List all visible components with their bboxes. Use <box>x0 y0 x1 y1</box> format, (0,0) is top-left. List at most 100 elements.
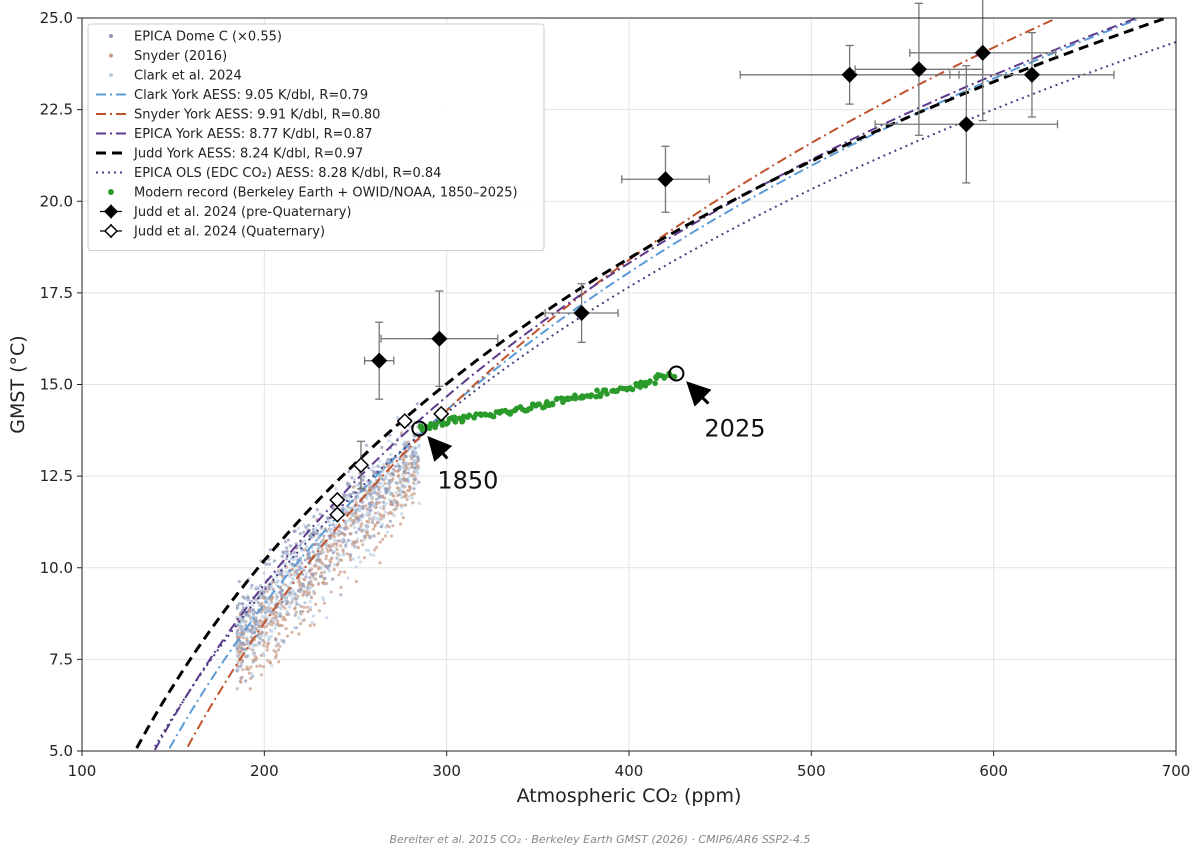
paleo-point <box>335 548 339 552</box>
paleo-point <box>373 491 377 495</box>
paleo-point <box>391 467 395 471</box>
paleo-point <box>252 628 256 632</box>
paleo-point <box>359 560 363 564</box>
paleo-point <box>384 477 388 481</box>
paleo-point <box>411 446 415 450</box>
modern-point <box>473 411 480 417</box>
paleo-point <box>241 602 245 606</box>
paleo-point <box>413 478 417 482</box>
paleo-point <box>364 513 368 517</box>
paleo-point <box>326 520 330 524</box>
paleo-point <box>344 496 348 500</box>
modern-point <box>604 391 610 397</box>
paleo-point <box>308 605 312 609</box>
paleo-scatter-cloud <box>235 402 421 691</box>
paleo-point <box>277 648 281 652</box>
paleo-point <box>241 668 245 672</box>
paleo-point <box>377 488 381 492</box>
paleo-point <box>304 575 308 579</box>
paleo-point <box>286 538 291 542</box>
paleo-point <box>295 568 299 573</box>
paleo-point <box>373 523 377 527</box>
paleo-point <box>261 593 265 598</box>
paleo-point <box>311 583 315 588</box>
paleo-point <box>378 490 382 495</box>
paleo-point <box>416 455 420 459</box>
paleo-point <box>355 540 359 544</box>
modern-record-series <box>411 365 685 437</box>
paleo-point <box>368 517 372 521</box>
paleo-point <box>356 545 360 550</box>
legend-label: Judd et al. 2024 (Quaternary) <box>133 225 325 240</box>
paleo-point <box>339 593 343 597</box>
paleo-point <box>246 641 250 645</box>
paleo-point <box>280 600 284 604</box>
paleo-point <box>236 668 240 672</box>
paleo-point <box>360 522 364 526</box>
paleo-point <box>284 627 288 631</box>
x-tick-label: 500 <box>797 762 826 780</box>
paleo-point <box>339 558 344 562</box>
legend-label: Clark York AESS: 9.05 K/dbl, R=0.79 <box>134 88 368 103</box>
paleo-point <box>289 552 293 556</box>
judd-preq-marker <box>910 61 927 78</box>
paleo-point <box>402 466 406 470</box>
y-axis-label: GMST (°C) <box>7 335 29 433</box>
paleo-point <box>367 534 371 538</box>
paleo-point <box>249 599 254 603</box>
paleo-point <box>250 675 255 679</box>
paleo-point <box>347 470 351 474</box>
annotation-2025: 2025 <box>704 415 765 443</box>
paleo-point <box>352 540 356 544</box>
paleo-point <box>289 544 293 548</box>
paleo-point <box>255 619 259 623</box>
paleo-point <box>314 571 318 575</box>
paleo-point <box>417 445 421 449</box>
paleo-point <box>378 459 382 463</box>
paleo-point <box>407 495 411 499</box>
paleo-point <box>277 660 281 664</box>
paleo-point <box>326 549 330 554</box>
paleo-point <box>380 445 384 449</box>
paleo-point <box>280 594 284 598</box>
source-note: Bereiter et al. 2015 CO₂ · Berkeley Eart… <box>389 833 811 846</box>
paleo-point <box>258 636 262 640</box>
paleo-point <box>329 548 333 552</box>
paleo-point <box>255 643 259 647</box>
paleo-point <box>411 501 415 505</box>
modern-point <box>451 414 458 421</box>
paleo-point <box>268 660 272 664</box>
paleo-point <box>295 572 300 576</box>
paleo-point <box>252 631 256 635</box>
modern-point <box>439 422 446 428</box>
paleo-point <box>288 593 292 598</box>
paleo-point <box>269 606 273 610</box>
modern-point <box>652 380 658 387</box>
paleo-point <box>298 532 302 536</box>
paleo-point <box>346 518 350 523</box>
paleo-point <box>383 534 388 538</box>
paleo-point <box>341 553 345 557</box>
paleo-point <box>247 614 251 618</box>
paleo-point <box>324 554 328 558</box>
paleo-point <box>302 585 306 589</box>
paleo-point <box>283 562 287 566</box>
paleo-point <box>305 545 309 549</box>
paleo-point <box>336 557 340 561</box>
paleo-point <box>238 639 242 643</box>
paleo-point <box>262 571 266 575</box>
paleo-point <box>326 517 330 521</box>
paleo-point <box>283 606 287 610</box>
paleo-point <box>275 595 279 599</box>
paleo-point <box>344 543 348 547</box>
paleo-point <box>328 536 332 540</box>
paleo-point <box>372 488 376 492</box>
paleo-point <box>307 556 311 560</box>
paleo-point <box>364 443 368 447</box>
paleo-point <box>340 539 344 543</box>
paleo-point <box>241 647 245 651</box>
paleo-point <box>289 573 293 577</box>
paleo-point <box>298 611 303 615</box>
legend-label: EPICA York AESS: 8.77 K/dbl, R=0.87 <box>134 127 373 142</box>
paleo-point <box>239 649 243 654</box>
